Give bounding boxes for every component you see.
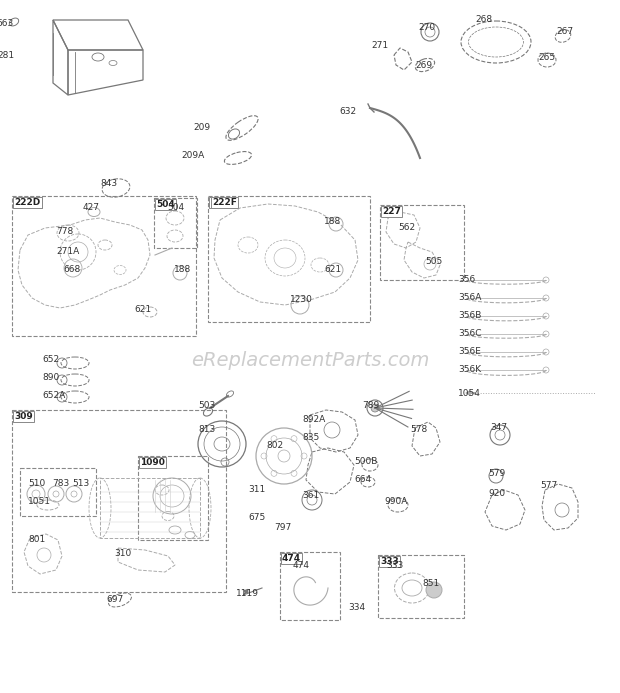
Text: 188: 188 bbox=[324, 218, 341, 227]
Text: 504: 504 bbox=[167, 204, 184, 213]
Text: 267: 267 bbox=[556, 28, 573, 37]
Text: 356: 356 bbox=[458, 276, 476, 285]
Circle shape bbox=[426, 582, 442, 598]
Text: 892A: 892A bbox=[302, 416, 326, 425]
Text: 356K: 356K bbox=[458, 365, 481, 374]
Text: 1090: 1090 bbox=[140, 458, 165, 467]
Text: 652A: 652A bbox=[42, 392, 65, 401]
Text: 675: 675 bbox=[248, 514, 265, 523]
Text: 503: 503 bbox=[198, 401, 215, 410]
Text: 309: 309 bbox=[14, 412, 33, 421]
Circle shape bbox=[371, 404, 379, 412]
Bar bbox=[100, 478, 200, 538]
FancyArrow shape bbox=[466, 391, 475, 395]
Text: 347: 347 bbox=[490, 423, 507, 432]
Text: 632: 632 bbox=[340, 107, 357, 116]
Text: 578: 578 bbox=[410, 426, 427, 435]
Text: 621: 621 bbox=[324, 265, 341, 274]
Text: 835: 835 bbox=[302, 434, 319, 443]
Text: 789: 789 bbox=[362, 401, 379, 410]
Text: 209: 209 bbox=[193, 123, 210, 132]
Text: 890: 890 bbox=[42, 374, 60, 383]
Text: 222F: 222F bbox=[210, 198, 235, 207]
Text: 188: 188 bbox=[174, 265, 191, 274]
Text: 577: 577 bbox=[540, 482, 557, 491]
Text: 1230: 1230 bbox=[290, 295, 313, 304]
Text: 797: 797 bbox=[274, 523, 291, 532]
Text: 813: 813 bbox=[198, 426, 215, 435]
Text: 222F: 222F bbox=[212, 198, 237, 207]
Text: 783: 783 bbox=[52, 480, 69, 489]
Text: 222D: 222D bbox=[14, 198, 40, 207]
Text: 209A: 209A bbox=[182, 150, 205, 159]
Text: 268: 268 bbox=[475, 15, 492, 24]
Text: 474: 474 bbox=[293, 561, 310, 570]
Text: 1119: 1119 bbox=[236, 588, 259, 597]
Text: 1051: 1051 bbox=[28, 498, 51, 507]
Bar bbox=[280, 552, 340, 620]
Text: 664: 664 bbox=[354, 475, 371, 484]
Text: 652: 652 bbox=[42, 356, 59, 365]
Bar bbox=[12, 196, 196, 336]
Bar bbox=[12, 410, 226, 592]
Text: 579: 579 bbox=[488, 469, 505, 478]
FancyArrow shape bbox=[244, 590, 247, 595]
Text: 227: 227 bbox=[382, 207, 401, 216]
Text: 778: 778 bbox=[56, 227, 73, 236]
Text: 621: 621 bbox=[134, 306, 151, 315]
Text: 356B: 356B bbox=[458, 311, 481, 320]
Text: 851: 851 bbox=[422, 579, 439, 588]
Text: 334: 334 bbox=[348, 604, 365, 613]
Bar bbox=[208, 196, 370, 322]
Text: 269: 269 bbox=[415, 60, 432, 69]
Text: 920: 920 bbox=[488, 489, 505, 498]
Bar bbox=[154, 198, 197, 248]
Text: 333: 333 bbox=[386, 561, 403, 570]
Text: 801: 801 bbox=[28, 536, 45, 545]
Text: 311: 311 bbox=[248, 486, 265, 495]
Text: 843: 843 bbox=[100, 179, 117, 188]
Text: 270: 270 bbox=[418, 24, 435, 33]
Text: 265: 265 bbox=[538, 53, 555, 62]
Text: 990A: 990A bbox=[384, 498, 407, 507]
Text: 505: 505 bbox=[425, 258, 442, 267]
Text: 500B: 500B bbox=[354, 457, 378, 466]
Text: 697: 697 bbox=[106, 595, 123, 604]
Text: 271A: 271A bbox=[56, 247, 79, 256]
Text: 668: 668 bbox=[63, 265, 80, 274]
Text: 1054: 1054 bbox=[458, 389, 481, 398]
Text: 663: 663 bbox=[0, 19, 14, 28]
Bar bbox=[378, 555, 464, 618]
Text: 510: 510 bbox=[28, 480, 45, 489]
Text: 562: 562 bbox=[398, 224, 415, 232]
Text: 513: 513 bbox=[72, 480, 89, 489]
Bar bbox=[138, 456, 208, 540]
Text: 356A: 356A bbox=[458, 294, 481, 303]
Text: 222D: 222D bbox=[14, 198, 40, 207]
Bar bbox=[20, 468, 96, 516]
Text: 333: 333 bbox=[380, 557, 399, 566]
Text: 504: 504 bbox=[156, 200, 175, 209]
Text: 356C: 356C bbox=[458, 329, 482, 338]
Text: 356E: 356E bbox=[458, 347, 481, 356]
Text: 281: 281 bbox=[0, 51, 14, 60]
Text: eReplacementParts.com: eReplacementParts.com bbox=[191, 351, 429, 370]
Bar bbox=[380, 205, 464, 280]
Text: 474: 474 bbox=[282, 554, 301, 563]
Text: 427: 427 bbox=[83, 204, 100, 213]
Text: 802: 802 bbox=[266, 441, 283, 450]
Text: 310: 310 bbox=[114, 550, 131, 559]
Text: 361: 361 bbox=[302, 491, 319, 500]
Text: 271: 271 bbox=[371, 42, 388, 51]
